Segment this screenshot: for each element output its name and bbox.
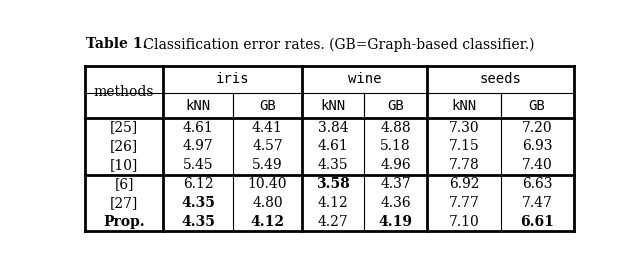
Text: 7.77: 7.77 — [449, 196, 479, 210]
Text: GB: GB — [387, 99, 404, 113]
Text: 7.78: 7.78 — [449, 158, 479, 172]
Text: 4.35: 4.35 — [181, 196, 215, 210]
Text: 4.12: 4.12 — [317, 196, 348, 210]
Text: 4.80: 4.80 — [252, 196, 283, 210]
Text: 4.27: 4.27 — [317, 215, 348, 229]
Text: 7.30: 7.30 — [449, 121, 479, 135]
Text: 6.92: 6.92 — [449, 177, 479, 191]
Text: methods: methods — [94, 85, 154, 99]
Text: [25]: [25] — [110, 121, 138, 135]
Text: [27]: [27] — [110, 196, 138, 210]
Text: Classification error rates. (GB=Graph-based classifier.): Classification error rates. (GB=Graph-ba… — [138, 37, 534, 52]
Text: 4.61: 4.61 — [317, 139, 348, 154]
Text: 4.12: 4.12 — [250, 215, 285, 229]
Text: 4.97: 4.97 — [182, 139, 213, 154]
Text: 5.18: 5.18 — [380, 139, 411, 154]
Text: GB: GB — [529, 99, 545, 113]
Text: 6.93: 6.93 — [522, 139, 552, 154]
Text: 7.47: 7.47 — [522, 196, 552, 210]
Text: kNN: kNN — [321, 99, 346, 113]
Text: 4.35: 4.35 — [317, 158, 348, 172]
Text: 7.15: 7.15 — [449, 139, 479, 154]
Text: 4.37: 4.37 — [380, 177, 411, 191]
Text: 4.57: 4.57 — [252, 139, 283, 154]
Text: [10]: [10] — [110, 158, 138, 172]
Text: 4.61: 4.61 — [182, 121, 213, 135]
Text: [26]: [26] — [110, 139, 138, 154]
Text: 7.10: 7.10 — [449, 215, 479, 229]
Text: Table 1.: Table 1. — [86, 37, 147, 52]
Text: 4.88: 4.88 — [380, 121, 411, 135]
Text: 4.35: 4.35 — [181, 215, 215, 229]
Text: 7.40: 7.40 — [522, 158, 552, 172]
Text: GB: GB — [259, 99, 276, 113]
Text: 5.45: 5.45 — [183, 158, 213, 172]
Text: kNN: kNN — [451, 99, 476, 113]
Text: 6.63: 6.63 — [522, 177, 552, 191]
Text: wine: wine — [348, 72, 381, 86]
Text: [6]: [6] — [115, 177, 134, 191]
Text: 4.41: 4.41 — [252, 121, 283, 135]
Text: 10.40: 10.40 — [248, 177, 287, 191]
Text: 4.19: 4.19 — [378, 215, 412, 229]
Text: iris: iris — [216, 72, 250, 86]
Text: kNN: kNN — [186, 99, 211, 113]
Text: 6.61: 6.61 — [520, 215, 554, 229]
Text: 3.58: 3.58 — [316, 177, 350, 191]
Text: 5.49: 5.49 — [252, 158, 283, 172]
Text: Prop.: Prop. — [103, 215, 145, 229]
Text: 7.20: 7.20 — [522, 121, 552, 135]
Text: 6.12: 6.12 — [183, 177, 213, 191]
Text: seeds: seeds — [479, 72, 522, 86]
Text: 3.84: 3.84 — [317, 121, 348, 135]
Text: 4.36: 4.36 — [380, 196, 411, 210]
Text: 4.96: 4.96 — [380, 158, 411, 172]
